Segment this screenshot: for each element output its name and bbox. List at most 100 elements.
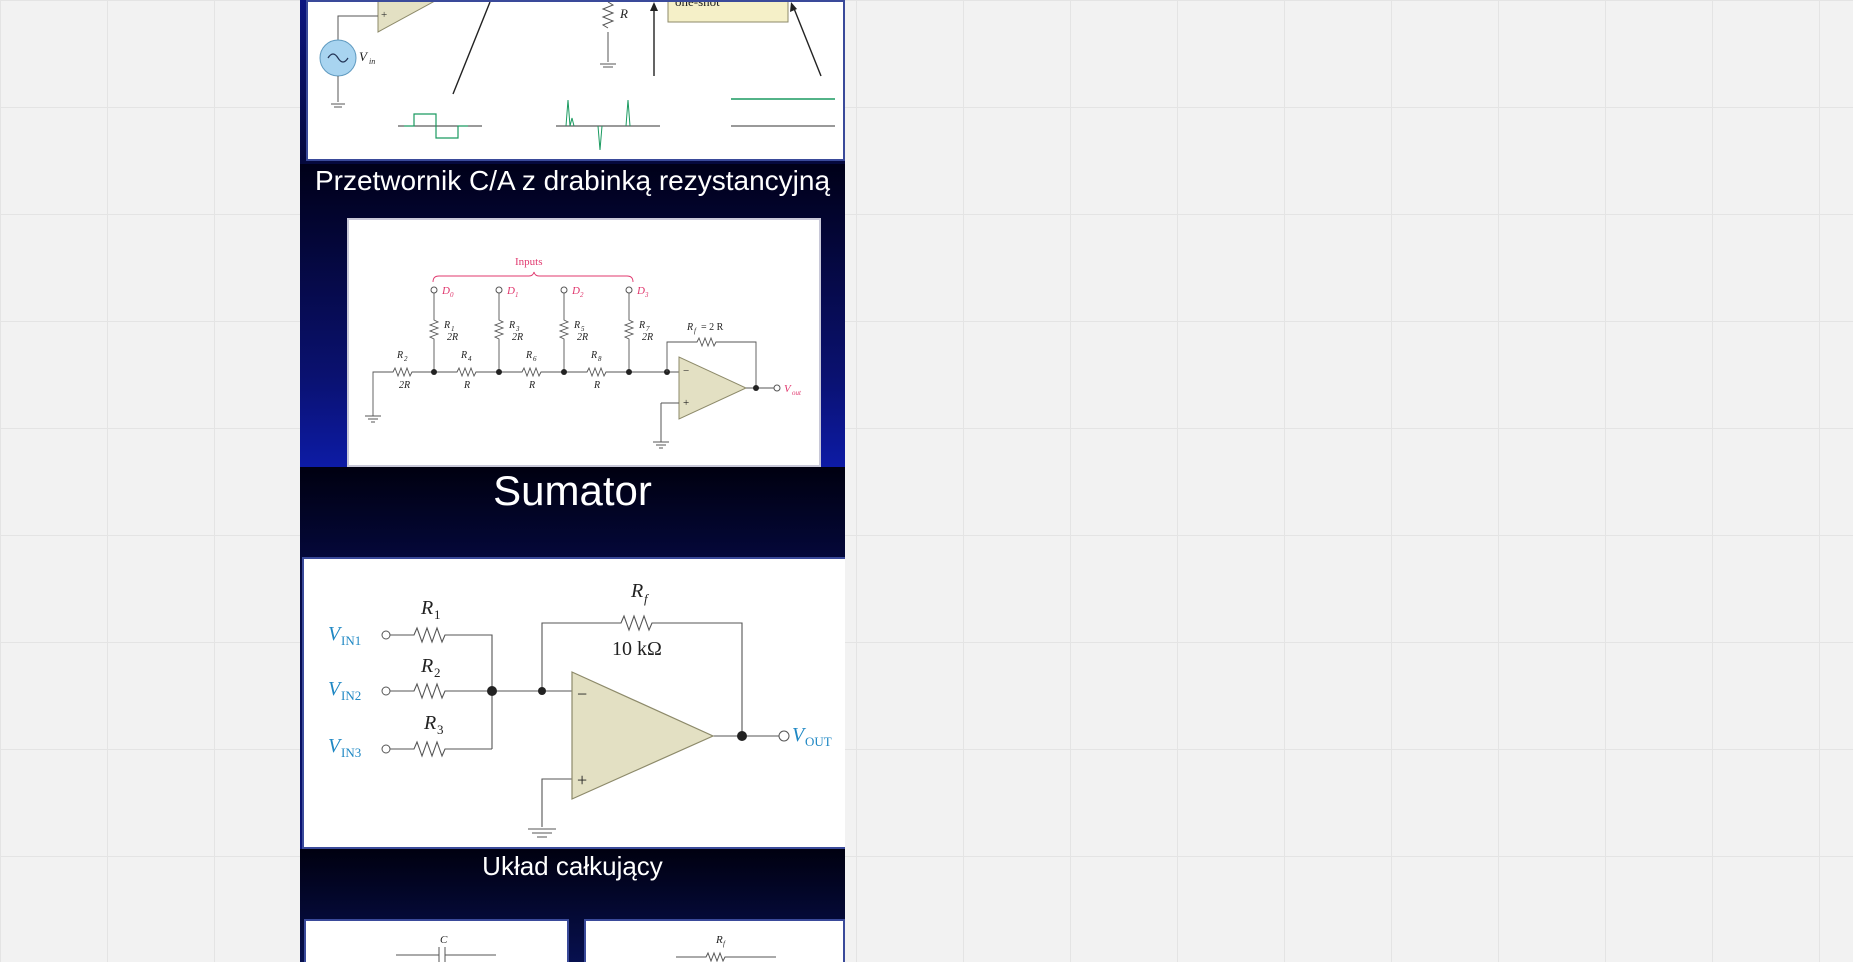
svg-text:IN1: IN1 [341, 633, 361, 648]
svg-text:7: 7 [646, 325, 650, 333]
r-label: R [619, 6, 628, 21]
opamp-symbol [678, 356, 748, 420]
svg-text:1: 1 [515, 291, 519, 299]
svg-text:5: 5 [581, 325, 585, 333]
resistor-r-icon [601, 2, 615, 29]
integrator-diagram-right: R f [584, 919, 845, 962]
r4-value: R [463, 380, 470, 391]
slide-title-integrator: Układ całkujący [482, 851, 663, 881]
inputs-label: Inputs [515, 256, 543, 268]
dac-ladder-circuit-diagram: Inputs D 0 D 1 D 2 [347, 218, 821, 467]
svg-text:2: 2 [434, 665, 441, 680]
svg-text:f: f [723, 940, 726, 948]
r7-value: 2R [642, 332, 653, 343]
vin-sub: in [369, 57, 375, 66]
r6-value: R [528, 380, 535, 391]
svg-text:3: 3 [437, 722, 444, 737]
r5-value: 2R [577, 332, 588, 343]
r3-value: 2R [512, 332, 523, 343]
svg-text:OUT: OUT [805, 734, 832, 749]
r1-label: R [443, 320, 450, 331]
svg-text:IN2: IN2 [341, 688, 361, 703]
svg-text:3: 3 [644, 291, 649, 299]
vin1-label: V [328, 623, 343, 645]
r1-label: R [420, 597, 433, 619]
rf-label: R [630, 580, 643, 602]
inputs-brace [432, 271, 634, 283]
r6-label: R [525, 350, 532, 361]
opamp-symbol [377, 2, 435, 33]
opamp-minus: − [683, 365, 689, 377]
r7-label: R [638, 320, 645, 331]
resistor-r1 [390, 626, 493, 749]
vin2-terminal [381, 686, 391, 696]
slide-panel-strip[interactable]: + V in R [300, 0, 845, 962]
svg-text:0: 0 [450, 291, 454, 299]
rf-value: 10 kΩ [612, 638, 662, 660]
opamp-plus-label: + [381, 9, 387, 21]
one-shot-circuit-diagram: + V in R [306, 0, 845, 161]
r2-label: R [396, 350, 403, 361]
vin3-label: V [328, 735, 343, 757]
svg-text:D: D [571, 285, 580, 297]
vin-label: V [359, 49, 369, 64]
slide-dac-ladder[interactable]: Przetwornik C/A z drabinką rezystancyjną… [300, 164, 845, 467]
svg-text:4: 4 [468, 355, 472, 363]
r8-value: R [593, 380, 600, 391]
svg-text:2: 2 [404, 355, 408, 363]
input-d0: D 0 [430, 285, 454, 299]
vout-label: V [784, 383, 792, 395]
vout-terminal [778, 730, 790, 742]
vertical-resistors [428, 293, 635, 372]
r2-label: R [420, 655, 433, 677]
r3-label: R [508, 320, 515, 331]
svg-text:D: D [506, 285, 515, 297]
vout-terminal [773, 384, 781, 392]
vin1-terminal [381, 630, 391, 640]
resistor-r2 [390, 682, 572, 700]
svg-text:IN3: IN3 [341, 745, 361, 760]
opamp-symbol [571, 671, 715, 800]
arrow-1 [452, 2, 491, 95]
slide-summing-amplifier[interactable]: Sumator V IN1 V IN2 V IN3 [300, 467, 845, 849]
input-d2: D 2 [560, 285, 584, 299]
c-label: C [440, 934, 448, 946]
r5-label: R [573, 320, 580, 331]
svg-text:D: D [441, 285, 450, 297]
slide-one-shot-circuit[interactable]: + V in R [300, 0, 845, 164]
one-shot-label: one-shot [675, 2, 720, 9]
spike-wave [625, 99, 631, 127]
rf-label: R [715, 934, 723, 946]
svg-text:f: f [644, 591, 650, 606]
arrow-2-head [650, 2, 658, 11]
svg-text:6: 6 [533, 355, 537, 363]
slide-title-sumator: Sumator [493, 467, 652, 514]
integrator-diagram-left: C [304, 919, 569, 962]
square-wave [404, 113, 468, 139]
opamp-plus: + [577, 770, 587, 790]
opamp-minus: − [577, 684, 587, 704]
slide-title-dac: Przetwornik C/A z drabinką rezystancyjną [314, 165, 831, 196]
feedback-resistor-rf [541, 614, 743, 736]
svg-text:1: 1 [434, 607, 441, 622]
r1-value: 2R [447, 332, 458, 343]
r3-label: R [423, 712, 436, 734]
rf-value: = 2 R [701, 322, 724, 333]
arrow-3-head [790, 2, 797, 12]
r8-label: R [590, 350, 597, 361]
ladder-horizontal-resistors [372, 366, 679, 416]
vin2-label: V [328, 678, 343, 700]
one-shot-box [667, 2, 789, 23]
slide-integrator[interactable]: Układ całkujący C R f [300, 849, 845, 962]
feedback-resistor [666, 336, 757, 389]
resistor-r3 [390, 740, 492, 758]
svg-text:D: D [636, 285, 645, 297]
svg-text:f: f [694, 327, 697, 335]
svg-text:2: 2 [580, 291, 584, 299]
r2-value: 2R [399, 380, 410, 391]
rf-label: R [686, 322, 693, 333]
opamp-plus: + [683, 397, 689, 409]
svg-text:3: 3 [515, 325, 520, 333]
vin3-terminal [381, 744, 391, 754]
vout-label: V [792, 724, 807, 746]
